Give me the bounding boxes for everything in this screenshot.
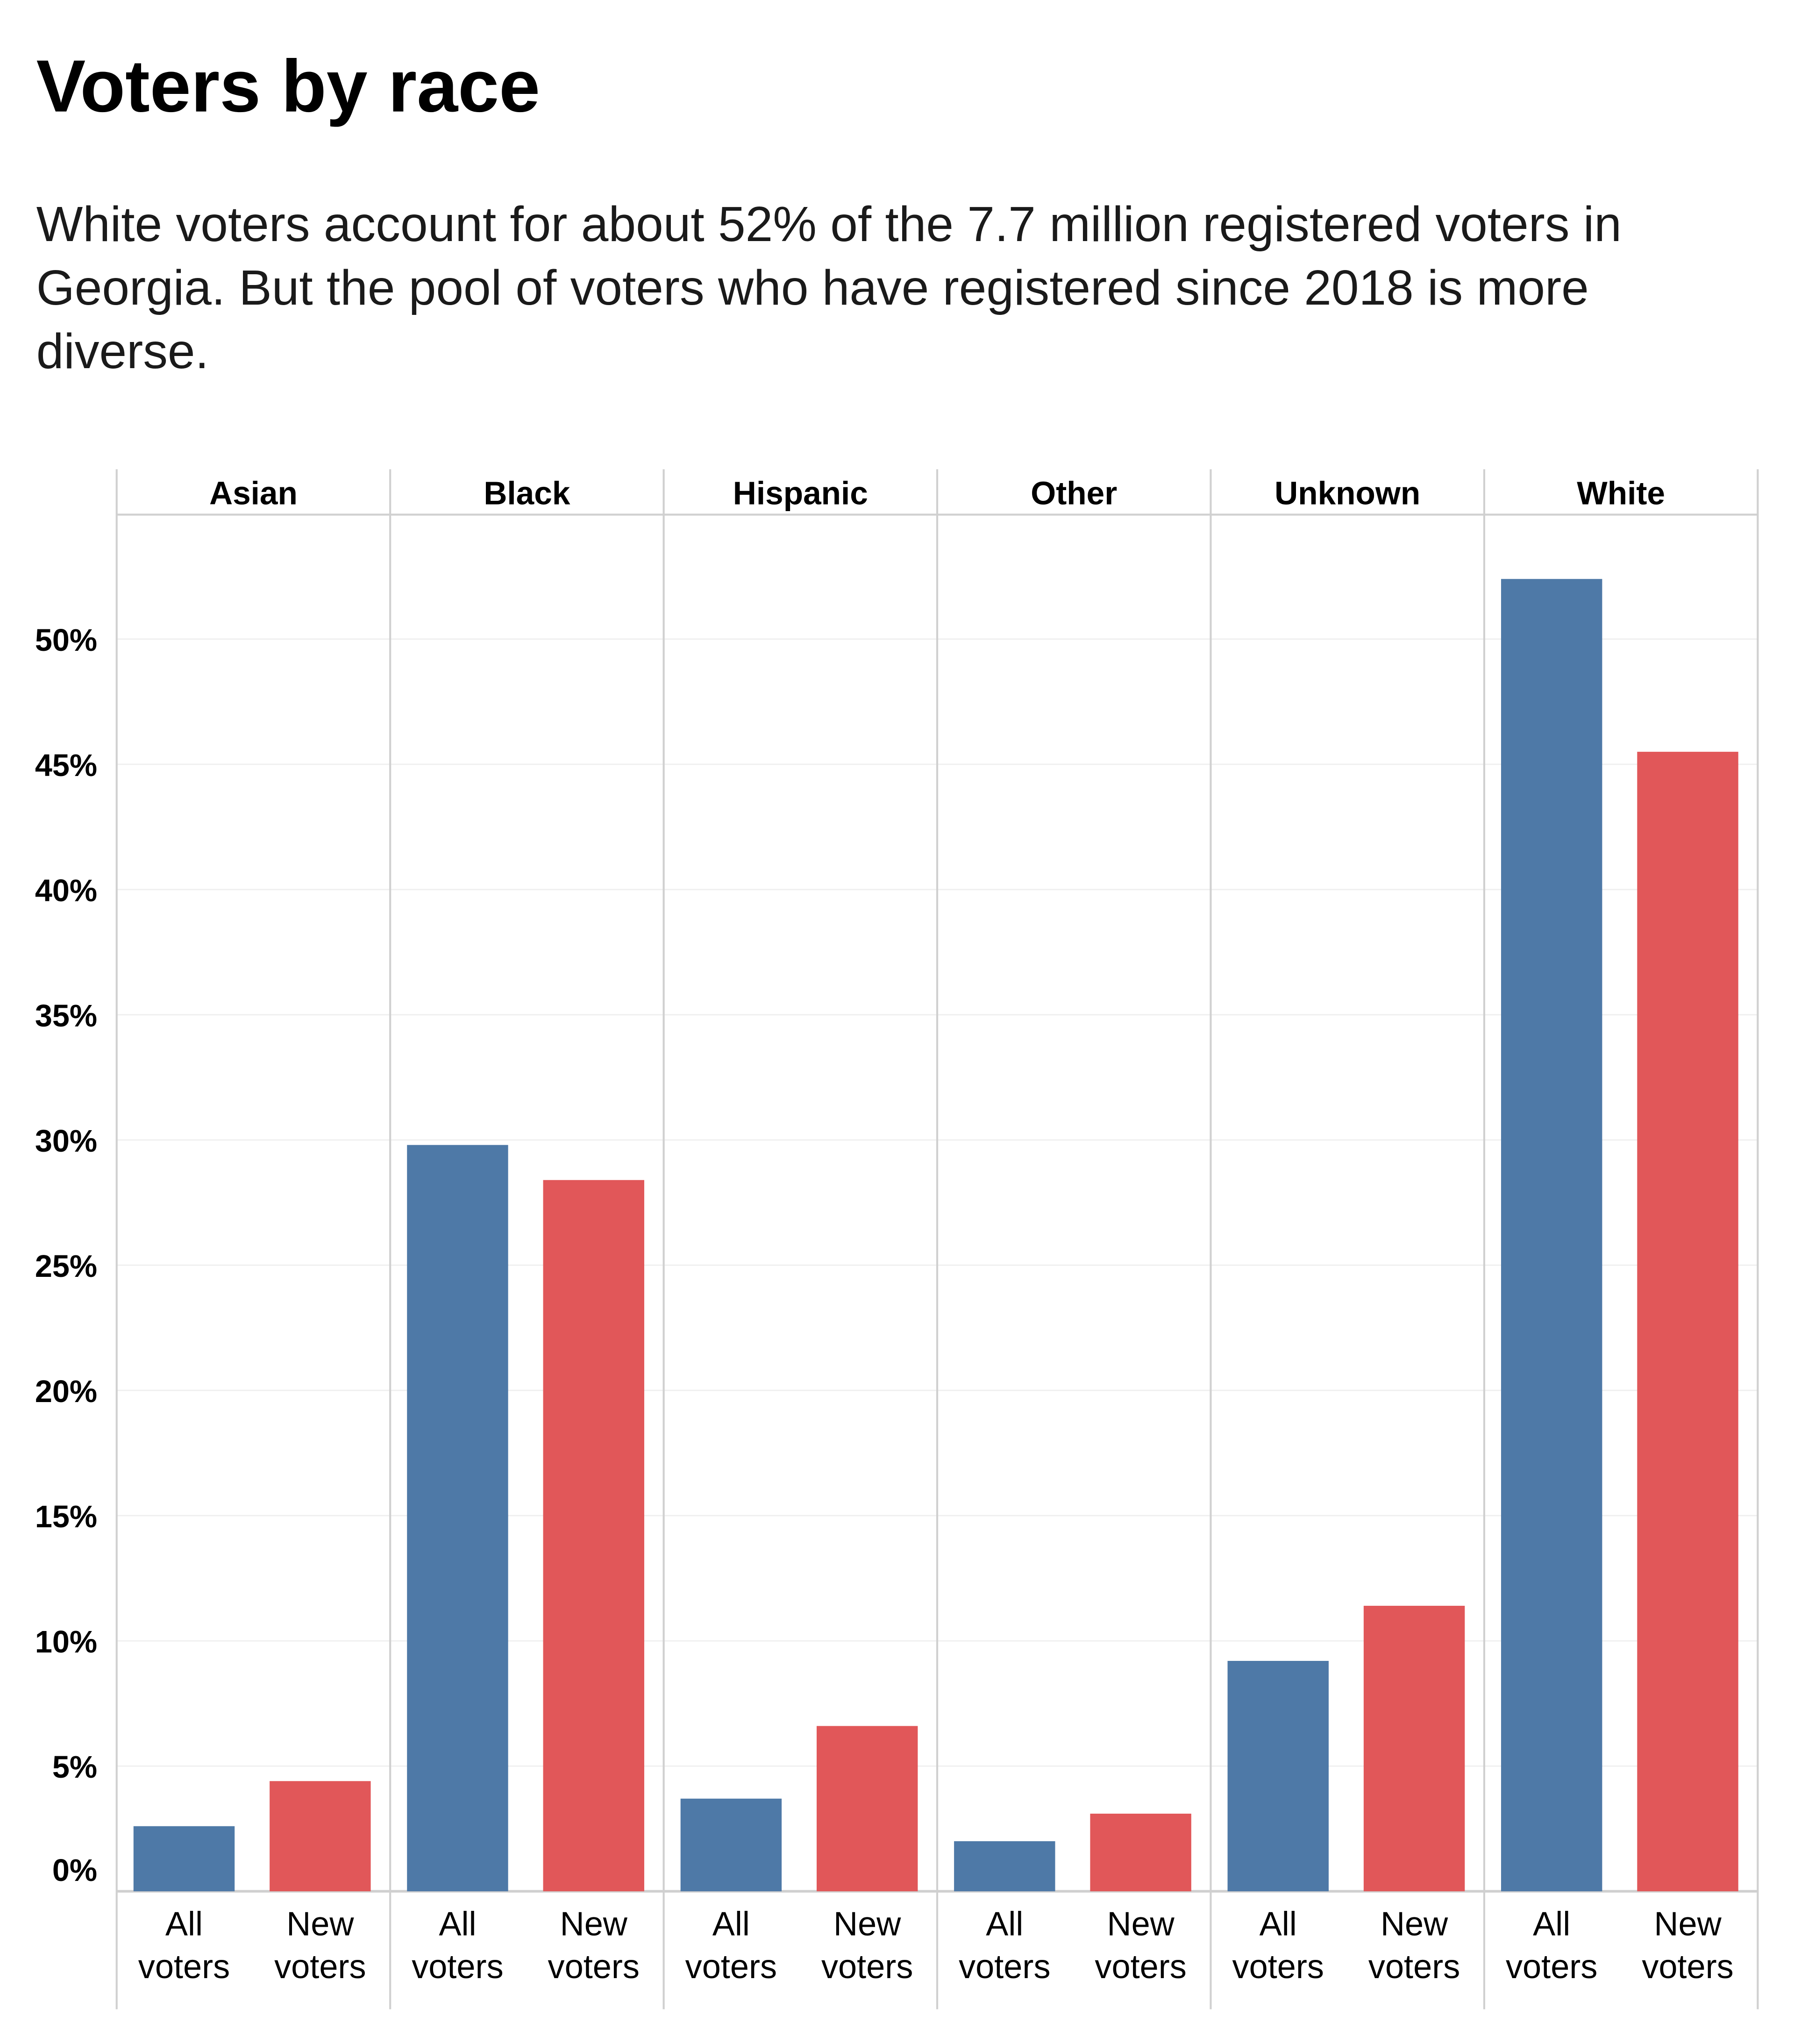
x-tick-label: New [833, 1905, 901, 1943]
y-tick-label: 30% [35, 1124, 97, 1159]
x-tick-label: All [165, 1905, 203, 1943]
x-tick-label: All [439, 1905, 476, 1943]
y-tick-label: 25% [35, 1249, 97, 1284]
bar-unknown-all [1227, 1660, 1329, 1892]
x-tick-label: voters [1506, 1948, 1597, 1986]
x-tick-label: New [286, 1905, 354, 1943]
x-tick-label: voters [685, 1948, 777, 1986]
x-tick-label: voters [1368, 1948, 1460, 1986]
x-tick-label: voters [1095, 1948, 1186, 1986]
x-tick-label: voters [1232, 1948, 1324, 1986]
bar-other-new [1090, 1813, 1191, 1892]
facet-label-other: Other [1031, 475, 1117, 511]
bar-white-all [1501, 579, 1602, 1892]
x-tick-label: voters [548, 1948, 640, 1986]
x-tick-label: New [1107, 1905, 1175, 1943]
bar-asian-new [270, 1781, 371, 1892]
x-tick-label: New [1381, 1905, 1448, 1943]
x-tick-label: New [1654, 1905, 1722, 1943]
x-tick-label: voters [138, 1948, 230, 1986]
bar-other-all [954, 1841, 1055, 1892]
facet-label-black: Black [484, 475, 570, 511]
y-tick-label: 0% [52, 1853, 97, 1888]
x-tick-label: voters [821, 1948, 913, 1986]
y-tick-label: 45% [35, 748, 97, 783]
y-tick-label: 40% [35, 874, 97, 908]
facet-label-hispanic: Hispanic [733, 475, 868, 511]
x-tick-label: All [712, 1905, 750, 1943]
x-tick-label: All [1533, 1905, 1570, 1943]
y-tick-label: 20% [35, 1375, 97, 1409]
y-tick-label: 5% [52, 1750, 97, 1785]
bar-hispanic-all [680, 1798, 782, 1892]
facet-label-unknown: Unknown [1274, 475, 1420, 511]
x-tick-label: All [986, 1905, 1023, 1943]
chart-title: Voters by race [36, 45, 541, 128]
y-tick-label: 35% [35, 999, 97, 1033]
y-tick-label: 15% [35, 1500, 97, 1534]
x-tick-label: voters [959, 1948, 1050, 1986]
x-tick-label: voters [412, 1948, 503, 1986]
y-tick-label: 50% [35, 623, 97, 658]
bar-unknown-new [1363, 1606, 1465, 1892]
x-tick-label: New [560, 1905, 628, 1943]
x-tick-label: All [1260, 1905, 1297, 1943]
bar-black-new [543, 1180, 644, 1892]
x-tick-label: voters [1642, 1948, 1733, 1986]
facet-label-white: White [1577, 475, 1665, 511]
y-tick-label: 10% [35, 1625, 97, 1659]
facet-label-asian: Asian [209, 475, 298, 511]
bar-black-all [407, 1145, 508, 1892]
chart-subtitle: White voters account for about 52% of th… [36, 198, 1622, 380]
x-tick-label: voters [274, 1948, 366, 1986]
bar-white-new [1637, 752, 1738, 1892]
bar-asian-all [133, 1826, 235, 1892]
bar-hispanic-new [816, 1726, 918, 1892]
